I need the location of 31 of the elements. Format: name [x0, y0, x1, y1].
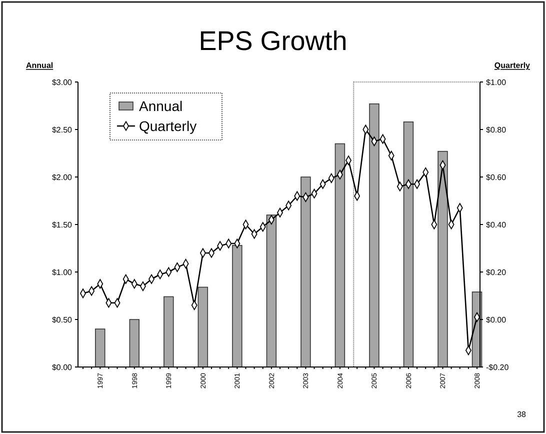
- y2-tick-label: $0.20: [486, 268, 507, 277]
- legend-label: Quarterly: [139, 118, 197, 134]
- y2-tick-label: $1.00: [486, 78, 507, 87]
- y-tick-label: $2.50: [52, 125, 73, 134]
- y-axis-title: Annual: [26, 61, 54, 70]
- y2-tick-label: $0.00: [486, 315, 507, 324]
- y-tick-label: $1.00: [52, 268, 73, 277]
- y-tick-label: $3.00: [52, 78, 73, 87]
- legend-label: Annual: [139, 98, 183, 114]
- bar: [198, 286, 208, 368]
- bar: [164, 296, 174, 368]
- bar: [403, 122, 414, 368]
- y2-tick-label: $0.40: [486, 220, 507, 230]
- y-tick-label: $0.50: [52, 315, 73, 324]
- bar: [438, 150, 448, 368]
- y-tick-label: $2.00: [52, 172, 73, 182]
- bar: [369, 103, 380, 368]
- chart-title: EPS Growth: [198, 26, 348, 56]
- bar: [95, 328, 106, 368]
- y-tick-label: $0.00: [52, 362, 73, 372]
- y2-axis-title: Quarterly: [494, 61, 531, 70]
- bar: [334, 143, 346, 368]
- bar: [232, 245, 242, 368]
- y2-tick-label: $0.80: [486, 125, 507, 134]
- y-tick-label: $1.50: [52, 220, 73, 230]
- bar: [300, 176, 311, 368]
- bar: [266, 214, 277, 368]
- bar: [129, 319, 140, 368]
- y2-tick-label: $0.60: [486, 172, 507, 182]
- y2-tick-label: -$0.20: [486, 362, 510, 372]
- text: 38: [517, 410, 527, 419]
